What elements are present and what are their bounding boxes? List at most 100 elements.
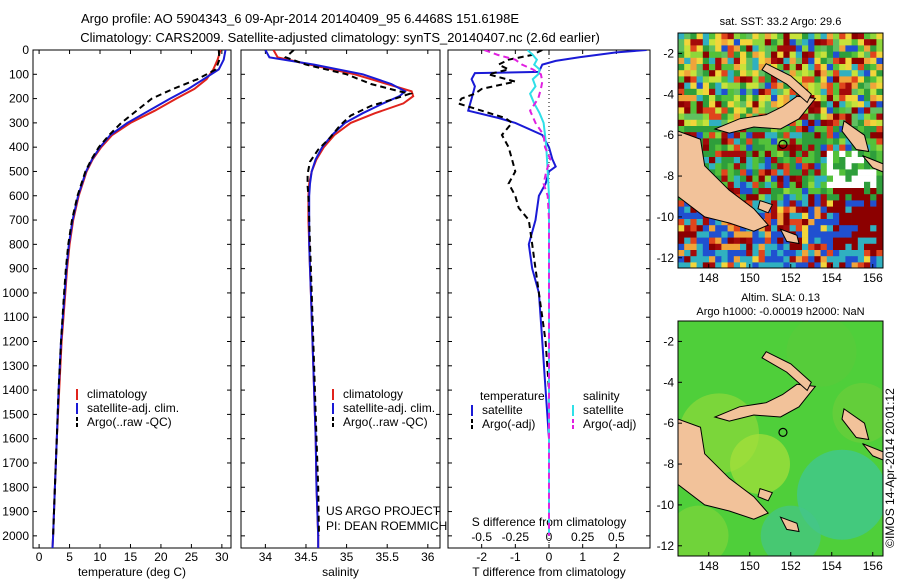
sst-cell: [820, 119, 828, 127]
s-tick-label: 0.25: [571, 530, 595, 544]
sst-cell: [684, 82, 691, 90]
sst-cell: [702, 45, 710, 52]
sst-cell: [696, 33, 704, 40]
sst-cell: [802, 194, 809, 201]
sst-cell: [764, 157, 772, 164]
sst-cell: [820, 144, 828, 152]
sst-cell: [845, 262, 852, 268]
sst-cell: [839, 101, 846, 108]
sst-cell: [678, 219, 685, 226]
sst-cell: [758, 175, 766, 183]
sst-cell: [795, 45, 803, 52]
sst-cell: [876, 237, 883, 245]
sst-cell: [758, 243, 766, 251]
sst-cell: [814, 237, 821, 245]
sst-cell: [771, 95, 778, 102]
sst-cell: [746, 237, 753, 245]
sst-cell: [826, 163, 834, 170]
sst-cell: [789, 70, 797, 77]
sst-cell: [690, 126, 697, 133]
sst-cell: [758, 126, 766, 133]
sst-cell: [876, 113, 883, 121]
sst-cell: [733, 39, 741, 46]
sst-cell: [678, 101, 685, 108]
sst-cell: [684, 113, 691, 121]
sst-cell: [870, 101, 877, 108]
depth-tick-label: 700: [9, 213, 29, 227]
sst-cell: [882, 231, 883, 238]
sst-cell: [690, 70, 697, 77]
sst-cell: [882, 88, 883, 96]
depth-tick-label: 1800: [2, 480, 29, 494]
sst-cell: [845, 107, 852, 114]
sst-cell: [833, 45, 840, 52]
depth-tick-label: 200: [9, 92, 29, 106]
map-y-tick-label: -2: [663, 334, 674, 348]
sst-cell: [845, 150, 852, 158]
legend-label: satellite-adj. clim.: [87, 401, 179, 415]
sst-cell: [733, 51, 741, 59]
sst-cell: [783, 157, 790, 164]
sst-cell: [833, 126, 840, 133]
sst-cell: [795, 144, 803, 152]
sst-cell: [851, 107, 859, 114]
sst-cell: [851, 163, 859, 170]
sst-cell: [690, 107, 697, 114]
sst-cell: [764, 126, 772, 133]
sst-cell: [740, 256, 747, 263]
sst-cell: [777, 219, 784, 226]
sst-cell: [876, 76, 883, 83]
sst-cell: [882, 64, 883, 71]
sla-map-panel: Altim. SLA: 0.13 Argo h1000: -0.00019 h20…: [657, 292, 884, 573]
sst-cell: [752, 206, 759, 214]
sst-cell: [789, 64, 797, 71]
sst-cell: [758, 157, 766, 164]
sst-cell: [678, 126, 685, 133]
sst-cell: [690, 82, 697, 90]
sst-cell: [758, 163, 766, 170]
sst-cell: [733, 181, 741, 189]
sst-cell: [795, 163, 803, 170]
sst-cell: [764, 256, 772, 263]
sst-cell: [857, 157, 865, 164]
sst-cell: [795, 206, 803, 214]
sst-cell: [733, 188, 741, 195]
sst-cell: [727, 51, 735, 59]
sla-map-title: Altim. SLA: 0.13: [741, 292, 820, 304]
sst-cell: [758, 95, 766, 102]
sst-cell: [826, 206, 834, 214]
sst-cell: [882, 181, 883, 189]
sst-cell: [702, 113, 710, 121]
sst-cell: [857, 150, 865, 158]
sst-cell: [727, 132, 735, 139]
sst-cell: [746, 33, 753, 40]
sst-cell: [789, 39, 797, 46]
sst-cell: [752, 76, 759, 83]
sst-cell: [808, 70, 815, 77]
legend-header-salinity: salinity: [583, 389, 620, 403]
sst-cell: [690, 95, 697, 102]
sst-cell: [709, 88, 716, 96]
sst-cell: [882, 237, 883, 245]
sst-cell: [814, 88, 821, 96]
sst-cell: [851, 76, 859, 83]
sst-cell: [802, 51, 809, 59]
land-polygon: [761, 351, 812, 392]
series-line-2: [283, 50, 414, 536]
sst-cell: [795, 231, 803, 238]
sst-cell: [733, 76, 741, 83]
sst-cell: [727, 163, 735, 170]
sst-cell: [684, 237, 691, 245]
sst-cell: [771, 163, 778, 170]
sst-cell: [839, 212, 846, 220]
sst-map-title: sat. SST: 33.2 Argo: 29.6: [720, 16, 842, 28]
sst-cell: [839, 132, 846, 139]
sst-cell: [702, 95, 710, 102]
sst-cell: [870, 51, 877, 59]
sst-cell: [715, 157, 722, 164]
sst-cell: [876, 243, 883, 251]
sst-cell: [752, 39, 759, 46]
sst-cell: [758, 70, 766, 77]
sst-cell: [721, 107, 728, 114]
sst-cell: [814, 126, 821, 133]
